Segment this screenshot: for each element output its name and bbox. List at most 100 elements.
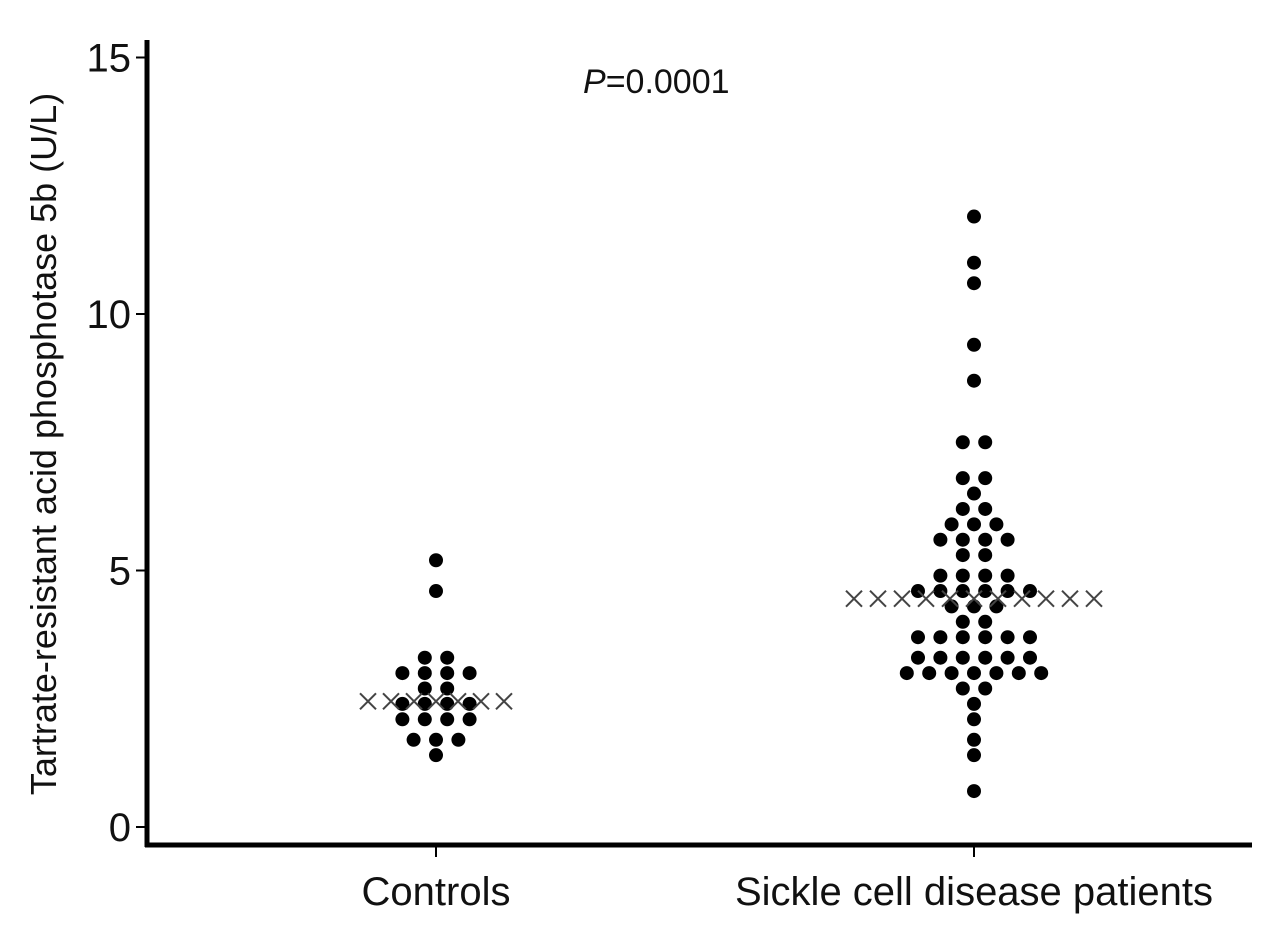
data-point: [978, 471, 993, 486]
data-point: [944, 666, 959, 681]
data-point: [978, 650, 993, 665]
data-point: [955, 681, 970, 696]
median-marker: [1061, 590, 1079, 608]
data-point: [1011, 666, 1026, 681]
data-point: [989, 666, 1004, 681]
data-point: [417, 666, 432, 681]
data-point: [1000, 568, 1015, 583]
median-marker: [845, 590, 863, 608]
data-point: [955, 501, 970, 516]
data-point: [967, 599, 981, 614]
data-point: [955, 568, 970, 583]
data-point: [440, 666, 455, 681]
median-marker: [1013, 590, 1031, 608]
x-ticks: Controls Sickle cell disease patients: [362, 847, 1213, 914]
data-point: [967, 784, 981, 799]
median-marker: [989, 590, 1007, 608]
data-point: [967, 666, 981, 681]
data-point: [967, 486, 981, 501]
data-point: [911, 630, 925, 645]
data-point: [967, 255, 981, 270]
y-tick-label: 10: [87, 293, 132, 337]
median-marker: [941, 590, 959, 608]
data-point: [955, 435, 970, 450]
data-point: [451, 732, 466, 747]
median-marker: [382, 692, 400, 711]
data-point: [978, 548, 993, 563]
data-point: [933, 650, 948, 665]
data-point: [933, 568, 948, 583]
data-point: [1000, 630, 1015, 645]
data-point: [955, 614, 970, 629]
data-point: [440, 681, 455, 696]
data-point: [417, 650, 432, 665]
median-marker: [405, 692, 423, 711]
data-point: [933, 532, 948, 547]
data-point: [978, 568, 993, 583]
data-point: [462, 666, 477, 681]
data-point: [395, 696, 410, 711]
data-point: [1034, 666, 1049, 681]
data-point: [944, 517, 959, 532]
data-point: [911, 650, 925, 665]
median-marker: [1037, 590, 1055, 608]
data-point: [967, 373, 981, 388]
data-point: [955, 532, 970, 547]
data-point: [395, 712, 410, 727]
x-category-label: Sickle cell disease patients: [735, 870, 1213, 914]
data-point: [440, 650, 455, 665]
data-point: [978, 681, 993, 696]
data-point: [462, 696, 477, 711]
data-point: [429, 732, 443, 747]
data-point: [1000, 584, 1015, 599]
data-point: [978, 630, 993, 645]
median-marker: [472, 692, 490, 711]
data-point: [955, 471, 970, 486]
data-point: [978, 435, 993, 450]
median-marker: [359, 692, 377, 711]
data-point: [1023, 650, 1037, 665]
data-point: [1023, 630, 1037, 645]
data-marks: [359, 209, 1103, 799]
p-value-italic: P: [583, 63, 606, 101]
median-marker: [965, 590, 983, 608]
y-tick-label: 15: [87, 37, 132, 81]
data-point: [978, 584, 993, 599]
median-marker: [1085, 590, 1103, 608]
data-point: [955, 548, 970, 563]
data-point: [955, 584, 970, 599]
data-point: [967, 276, 981, 291]
data-point: [395, 666, 410, 681]
median-marker: [495, 692, 513, 711]
median-marker: [893, 590, 911, 608]
data-point: [989, 517, 1004, 532]
data-point: [967, 712, 981, 727]
data-point: [967, 696, 981, 711]
data-point: [933, 584, 948, 599]
data-point: [406, 732, 421, 747]
data-point: [967, 517, 981, 532]
data-point: [967, 209, 981, 224]
data-point: [978, 614, 993, 629]
median-marker: [869, 590, 887, 608]
data-point: [429, 748, 443, 763]
data-point: [978, 532, 993, 547]
data-point: [967, 337, 981, 352]
data-point: [440, 712, 455, 727]
data-point: [429, 553, 443, 568]
y-tick-label: 0: [109, 806, 131, 850]
data-point: [978, 501, 993, 516]
data-point: [429, 584, 443, 599]
data-point: [462, 712, 477, 727]
x-category-label: Controls: [362, 870, 511, 914]
data-point: [955, 630, 970, 645]
data-point: [1000, 532, 1015, 547]
p-value-annotation: P=0.0001: [583, 63, 730, 101]
data-point: [1000, 650, 1015, 665]
median-marker: [917, 590, 935, 608]
y-tick-label: 5: [109, 550, 131, 594]
y-axis-label: Tartrate-resistant acid phosphotase 5b (…: [23, 93, 64, 795]
data-point: [967, 732, 981, 747]
data-point: [933, 630, 948, 645]
